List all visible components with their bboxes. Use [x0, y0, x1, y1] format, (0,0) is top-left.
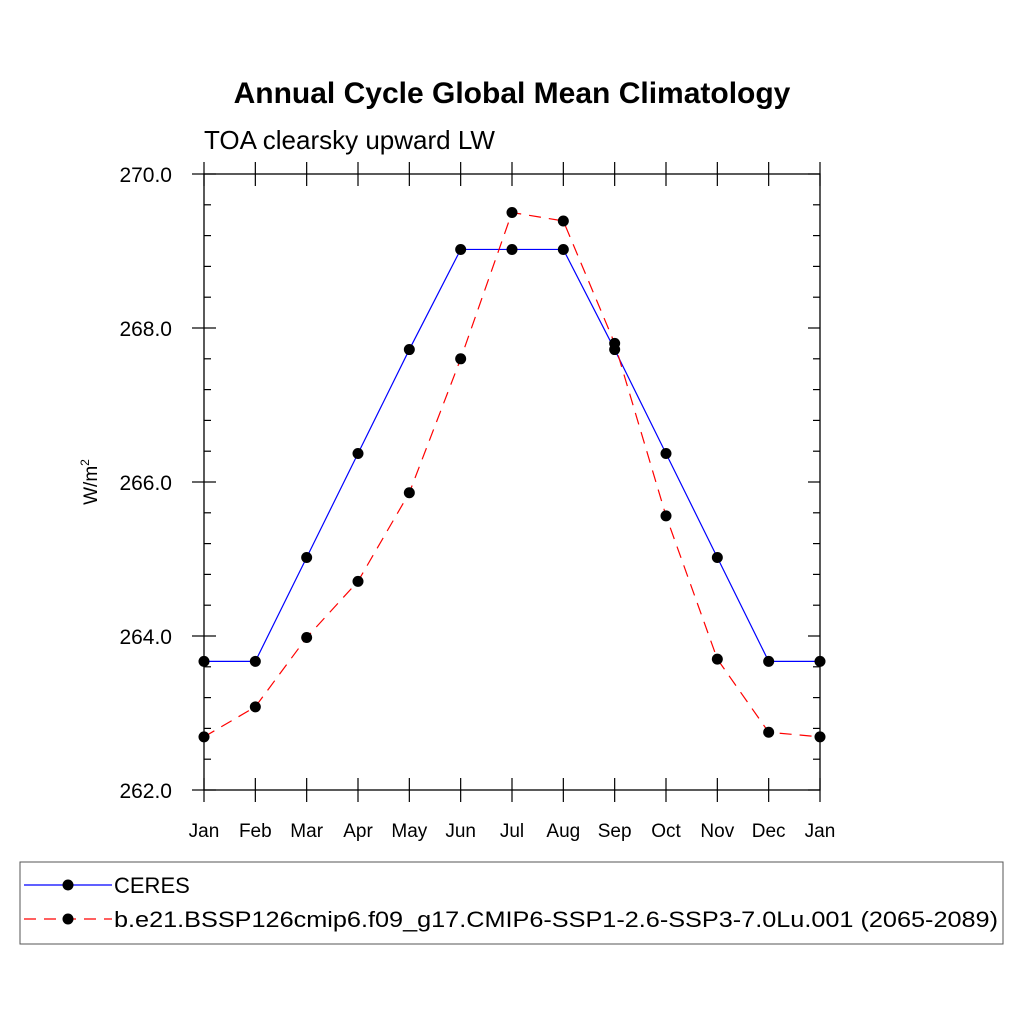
data-point — [763, 655, 775, 667]
data-point — [249, 701, 261, 713]
x-tick-label: Jun — [445, 821, 476, 842]
legend-label-ceres: CERES — [114, 873, 190, 898]
x-tick-label: Jan — [189, 821, 220, 842]
legend-marker-ceres — [62, 879, 74, 891]
x-tick-label: Jul — [500, 821, 524, 842]
legend-box — [19, 861, 1004, 945]
legend-entry-model: b.e21.BSSP126cmip6.f09_g17.CMIP6-SSP1-2.… — [24, 907, 998, 932]
x-tick-label: Feb — [239, 821, 272, 842]
x-tick-labels: Jan Feb Mar Apr May Jun Jul Aug Sep Oct Nov Dec Jan — [189, 821, 836, 842]
legend-label-model: b.e21.BSSP126cmip6.f09_g17.CMIP6-SSP1-2.… — [114, 907, 998, 932]
data-point — [814, 655, 826, 667]
data-point — [455, 243, 467, 255]
legend-entry-ceres: CERES — [24, 873, 190, 898]
data-point — [557, 243, 569, 255]
data-point — [557, 215, 569, 227]
data-point — [660, 510, 672, 522]
data-point — [763, 726, 775, 738]
series-line — [204, 248, 820, 663]
y-axis-label: W/m2 — [78, 459, 102, 505]
y-axis-label-superscript: 2 — [78, 459, 92, 466]
legend-marker-model — [62, 913, 74, 925]
x-tick-label: Mar — [290, 821, 323, 842]
x-tick-label: Dec — [752, 821, 786, 842]
y-tick-label: 270.0 — [119, 164, 172, 187]
series-0 — [198, 243, 826, 667]
x-tick-label: Oct — [651, 821, 681, 842]
axis-ticks — [192, 162, 821, 802]
y-tick-label: 266.0 — [119, 472, 172, 495]
data-point — [711, 653, 723, 665]
data-point — [455, 353, 467, 365]
series-line — [203, 211, 821, 738]
data-point — [198, 731, 210, 743]
x-tick-label: Nov — [700, 821, 734, 842]
data-point — [506, 207, 518, 218]
y-axis-label-text: W/m — [81, 466, 102, 505]
data-point — [814, 731, 826, 743]
x-tick-label: Aug — [546, 821, 580, 842]
data-point — [352, 575, 364, 587]
data-point — [198, 655, 210, 667]
series-layer — [198, 207, 826, 743]
data-point — [403, 487, 415, 499]
data-point — [301, 632, 313, 644]
data-point — [506, 243, 518, 255]
y-tick-label: 262.0 — [119, 780, 172, 803]
data-point — [301, 551, 313, 563]
x-tick-label: Sep — [598, 821, 632, 842]
data-point — [609, 337, 621, 349]
series-1 — [198, 207, 826, 743]
x-tick-label: Jan — [805, 821, 836, 842]
data-point — [249, 655, 261, 667]
x-tick-label: Apr — [343, 821, 373, 842]
chart-title: Annual Cycle Global Mean Climatology — [234, 77, 791, 110]
data-point — [403, 344, 415, 356]
x-tick-label: May — [391, 821, 427, 842]
data-point — [352, 448, 364, 460]
plot-frame — [203, 173, 821, 791]
data-point — [711, 551, 723, 563]
y-tick-labels: 262.0 264.0 266.0 268.0 270.0 — [119, 164, 172, 803]
chart-subtitle: TOA clearsky upward LW — [204, 125, 495, 155]
y-tick-label: 268.0 — [119, 318, 172, 341]
y-tick-label: 264.0 — [119, 626, 172, 649]
data-point — [660, 448, 672, 460]
